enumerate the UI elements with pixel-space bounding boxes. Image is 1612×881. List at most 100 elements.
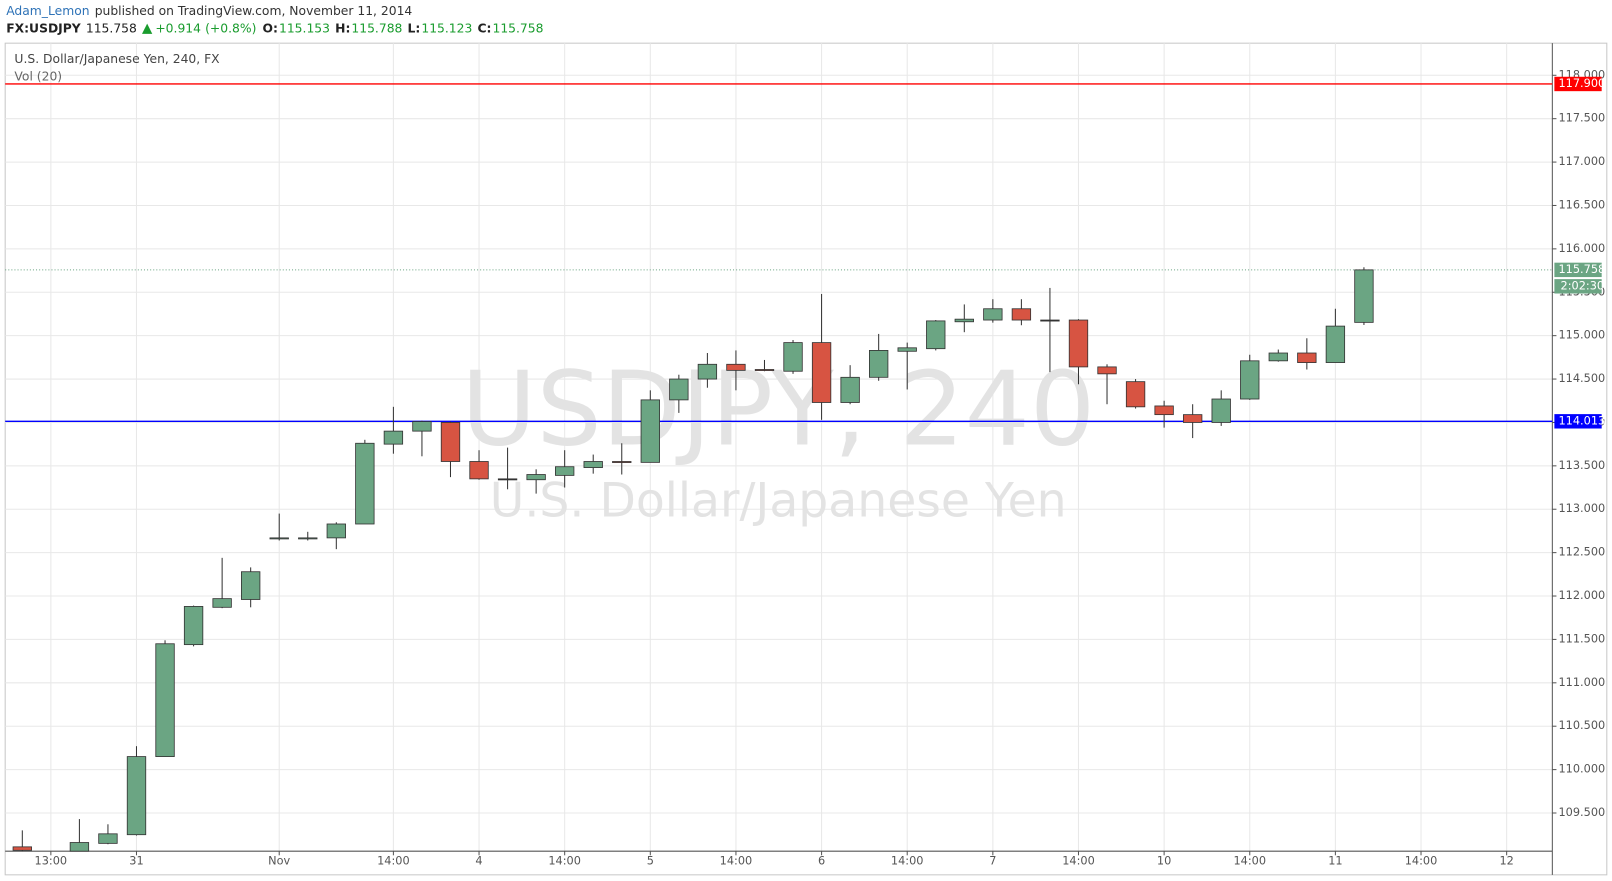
y-tick-label: 116.000 (1558, 242, 1605, 255)
x-tick-label: 14:00 (720, 854, 753, 867)
candle-body (583, 461, 603, 468)
candle-body (355, 442, 375, 525)
candle-body (783, 342, 803, 372)
watermark-subtitle: U.S. Dollar/Japanese Yen (490, 474, 1067, 529)
candle-body (155, 643, 175, 757)
candle-body (1068, 319, 1089, 368)
candle-body (983, 308, 1003, 321)
ohlc-value: 115.788 (351, 21, 402, 35)
y-tick-label: 113.000 (1558, 502, 1605, 515)
ohlc-label: O: (263, 21, 278, 35)
ohlc-label: H: (335, 21, 350, 35)
candle-body (811, 342, 832, 403)
author: Adam_Lemon (6, 4, 89, 18)
candle-body (1268, 352, 1288, 362)
candle-body (954, 318, 974, 323)
x-tick-label: 12 (1499, 854, 1513, 867)
y-tick-label: 116.500 (1558, 198, 1605, 211)
candle-body (869, 350, 889, 378)
candle-body (1240, 360, 1260, 400)
candle-body (669, 378, 689, 401)
x-tick-label: 14:00 (1405, 854, 1438, 867)
y-tick-label: 115.000 (1558, 329, 1605, 342)
candle-body (840, 376, 860, 403)
candle-body (697, 363, 718, 380)
candle-body (640, 399, 660, 463)
candle-body (412, 421, 432, 432)
ohlc-label: L: (408, 21, 421, 35)
y-tick-label: 114.500 (1558, 372, 1605, 385)
candle-body (269, 537, 289, 540)
indicator-label: Vol (20) (14, 70, 62, 84)
ohlc-label: C: (477, 21, 491, 35)
last-price: 115.758 (86, 21, 137, 35)
candle-body (326, 523, 346, 539)
x-tick-label: 14:00 (548, 854, 581, 867)
ohlc-value: 115.758 (492, 21, 543, 35)
x-tick-label: 14:00 (1062, 854, 1095, 867)
price-label: 114.013 (1558, 414, 1605, 427)
candle-body (1097, 366, 1117, 375)
y-tick-label: 110.500 (1558, 719, 1605, 732)
x-tick-label: 11 (1328, 854, 1342, 867)
x-tick-label: 5 (647, 854, 654, 867)
published: published on TradingView.com, November 1… (95, 4, 413, 18)
candle-body (69, 842, 90, 852)
candle-body (1325, 325, 1346, 363)
candle-body (1154, 405, 1174, 416)
candle-body (1354, 269, 1374, 323)
candle-body (612, 461, 632, 463)
candle-body (12, 846, 32, 851)
grid (5, 43, 1553, 852)
countdown-label: 2:02:30 (1561, 279, 1605, 292)
candle-body (754, 369, 775, 371)
last-price-box (1554, 262, 1602, 278)
change: +0.914 (155, 21, 201, 35)
y-tick-label: 110.000 (1558, 763, 1605, 776)
up-arrow (142, 23, 153, 34)
candle-body (298, 537, 318, 540)
candle-body (1211, 398, 1231, 423)
price-label: 117.900 (1558, 77, 1605, 90)
candle-body (1011, 308, 1032, 321)
candle-body (1125, 381, 1146, 408)
x-tick-label: 31 (129, 854, 143, 867)
candle-body (926, 320, 946, 350)
candle-body (497, 478, 518, 481)
last-price-label: 115.758 (1558, 263, 1605, 276)
candle-body (555, 466, 575, 476)
candle-body (469, 461, 489, 480)
chart-title: U.S. Dollar/Japanese Yen, 240, FX (14, 52, 220, 66)
price-label-box (1554, 76, 1602, 92)
candle-body (1182, 414, 1203, 423)
x-tick-label: 14:00 (377, 854, 410, 867)
candle-body (98, 833, 118, 844)
candle-body (241, 571, 261, 600)
change-percent: (+0.8%) (205, 21, 256, 35)
ohlc-value: 115.153 (279, 21, 330, 35)
candle-body (1297, 352, 1317, 363)
countdown-box (1554, 279, 1602, 294)
x-tick-label: 14:00 (891, 854, 924, 867)
candle-body (383, 430, 404, 445)
candle-body (726, 363, 746, 371)
x-tick-label: 10 (1157, 854, 1171, 867)
x-tick-label: 14:00 (1233, 854, 1266, 867)
symbol: FX:USDJPY (6, 21, 82, 35)
x-tick-label: 6 (818, 854, 825, 867)
candle-body (526, 474, 546, 481)
candle-body (212, 598, 232, 608)
x-tick-label: 7 (989, 854, 996, 867)
candle-body (1040, 319, 1060, 322)
ohlc-value: 115.123 (421, 21, 472, 35)
y-tick-label: 111.000 (1558, 676, 1605, 689)
y-tick-label: 111.500 (1558, 632, 1605, 645)
x-tick-label: 4 (475, 854, 482, 867)
y-tick-label: 117.500 (1558, 112, 1605, 125)
candle-body (126, 756, 147, 836)
price-label-box (1554, 414, 1602, 429)
y-tick-label: 113.500 (1558, 459, 1605, 472)
watermark: USDJPY, 240 (461, 351, 1095, 470)
